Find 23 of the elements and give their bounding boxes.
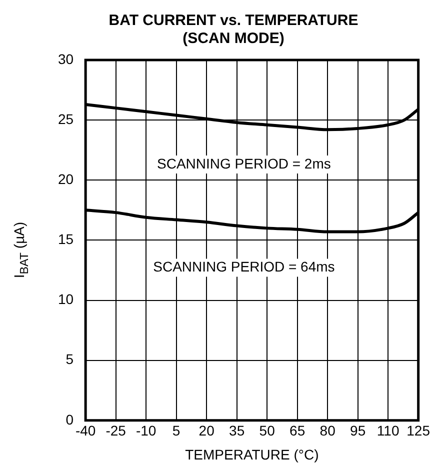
x-tick-label: -10 [136, 422, 156, 439]
series-label: SCANNING PERIOD = 64ms [153, 258, 335, 275]
y-tick-label: 30 [58, 50, 74, 67]
x-tick-label: 65 [290, 422, 306, 439]
y-tick-label: 5 [66, 351, 74, 368]
x-axis-title: TEMPERATURE (°C) [185, 446, 319, 462]
x-tick-label: 80 [320, 422, 336, 439]
chart-title: BAT CURRENT vs. TEMPERATURE (SCAN MODE) [108, 12, 358, 48]
y-tick-label: 15 [58, 231, 74, 248]
y-tick-label: 25 [58, 110, 74, 127]
series-label: SCANNING PERIOD = 2ms [157, 155, 331, 172]
y-tick-label: 10 [58, 291, 74, 308]
x-tick-label: 110 [376, 422, 400, 439]
x-tick-label: 5 [172, 422, 180, 439]
x-tick-label: 50 [259, 422, 276, 439]
x-tick-label: -40 [75, 422, 96, 439]
y-tick-label: 20 [58, 170, 74, 187]
y-tick-label: 0 [66, 411, 74, 428]
x-tick-label: 35 [229, 422, 245, 439]
x-tick-label: -25 [106, 422, 126, 439]
x-tick-label: 20 [198, 422, 215, 439]
x-tick-label: 125 [406, 422, 430, 439]
x-tick-label: 95 [350, 422, 366, 439]
